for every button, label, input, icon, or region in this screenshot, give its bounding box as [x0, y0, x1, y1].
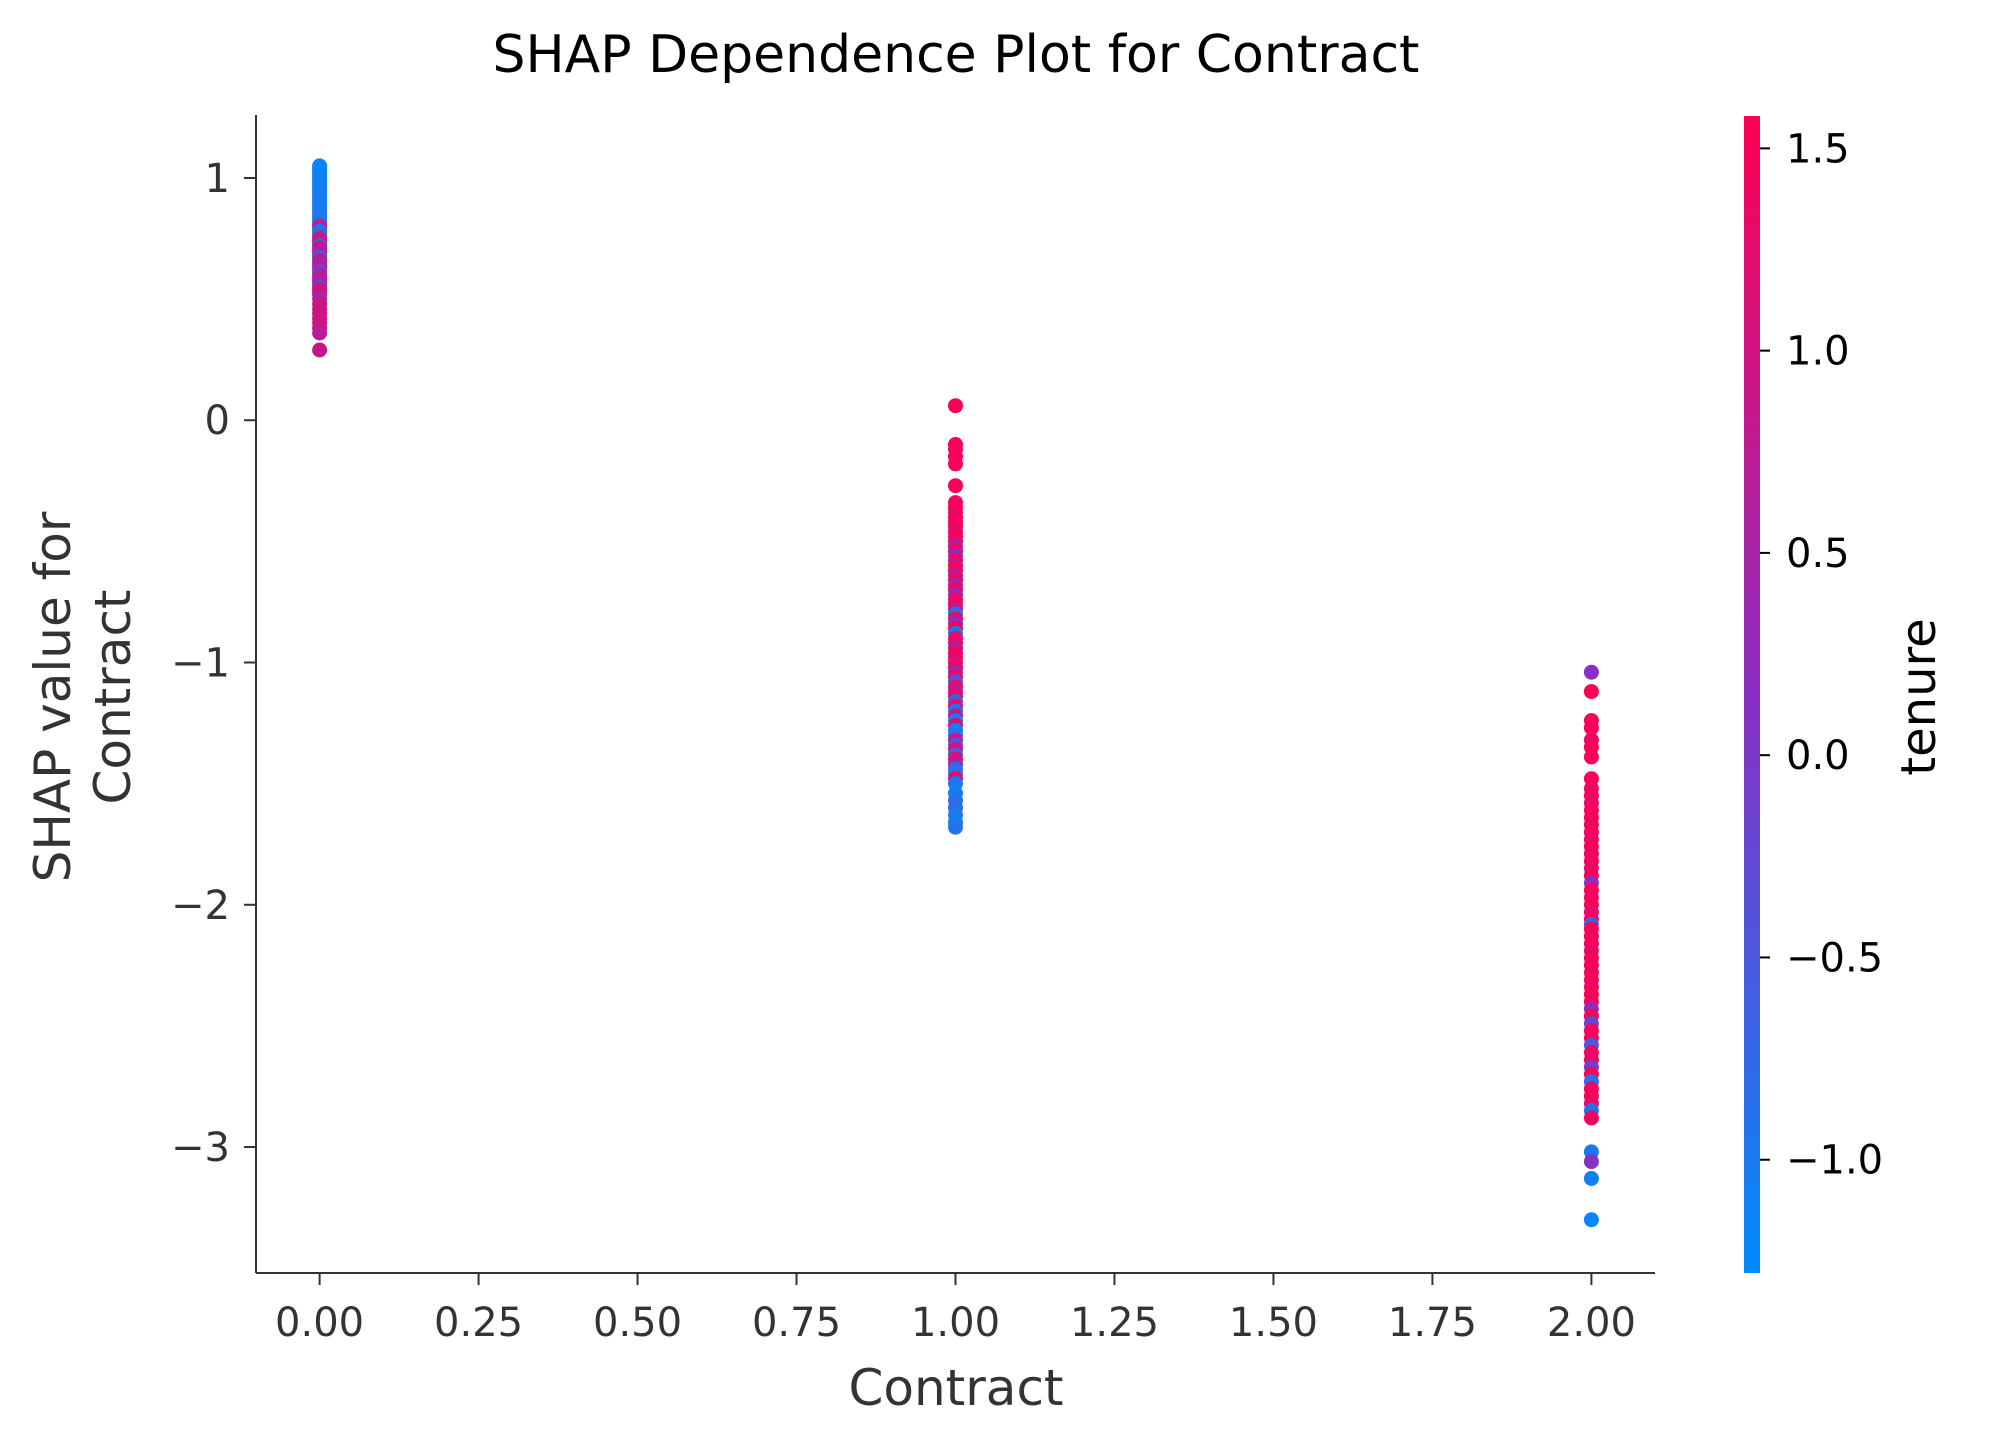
point-2-58 — [1583, 1212, 1599, 1228]
x-axis-ticks: 0.00 0.25 0.50 0.75 1.00 1.25 1.50 1.75 2.00 — [275, 1273, 1636, 1346]
colorbar-label: tenure — [1891, 618, 1947, 775]
colorbar-tick-label: 1.0 — [1786, 329, 1850, 375]
point-2-6 — [1583, 749, 1599, 765]
y-tick-label: −3 — [171, 1125, 230, 1171]
colorbar-tick-label: −0.5 — [1786, 935, 1883, 981]
x-tick-label: 1.50 — [1229, 1300, 1318, 1346]
x-tick-label: 1.75 — [1388, 1300, 1477, 1346]
point-1-70 — [948, 819, 963, 835]
x-tick-label: 1.25 — [1070, 1300, 1159, 1346]
x-tick-label: 0.25 — [434, 1300, 523, 1346]
y-tick-label: −1 — [171, 641, 230, 687]
point-2-3 — [1583, 720, 1599, 736]
x-tick-label: 0.00 — [275, 1300, 364, 1346]
point-2-54 — [1583, 1110, 1599, 1126]
y-axis-label-line-2: Contract — [84, 589, 142, 804]
y-axis-ticks: 1 0 −1 −2 −3 — [171, 156, 256, 1171]
point-1-4 — [948, 456, 963, 472]
x-tick-label: 0.50 — [593, 1300, 682, 1346]
point-2-57 — [1583, 1171, 1599, 1186]
y-tick-label: 1 — [205, 156, 230, 202]
x-axis-label: Contract — [848, 1359, 1063, 1417]
point-1-0 — [948, 398, 963, 414]
colorbar-tick-label: 0.5 — [1786, 531, 1850, 577]
point-2-1 — [1583, 684, 1599, 700]
x-tick-label: 0.75 — [752, 1300, 841, 1346]
colorbar-tick-label: −1.0 — [1786, 1138, 1883, 1184]
colorbar-ticks: 1.5 1.0 0.5 0.0 −0.5 −1.0 — [1760, 126, 1883, 1184]
y-tick-label: −2 — [171, 883, 230, 929]
x-tick-label: 1.00 — [911, 1300, 1000, 1346]
point-2-0 — [1583, 664, 1599, 680]
colorbar — [1744, 116, 1760, 1273]
scatter-points — [312, 158, 1599, 1228]
colorbar-tick-label: 1.5 — [1786, 126, 1850, 172]
y-axis-label: SHAP value for Contract — [24, 511, 142, 882]
point-0-62 — [312, 342, 328, 358]
point-2-56 — [1583, 1154, 1599, 1170]
y-axis-label-line-1: SHAP value for — [24, 511, 82, 882]
colorbar-tick-label: 0.0 — [1786, 733, 1850, 779]
x-tick-label: 2.00 — [1547, 1300, 1636, 1346]
y-tick-label: 0 — [205, 398, 230, 444]
chart-title: SHAP Dependence Plot for Contract — [493, 25, 1420, 85]
point-0-61 — [312, 325, 328, 341]
point-1-5 — [948, 478, 963, 494]
